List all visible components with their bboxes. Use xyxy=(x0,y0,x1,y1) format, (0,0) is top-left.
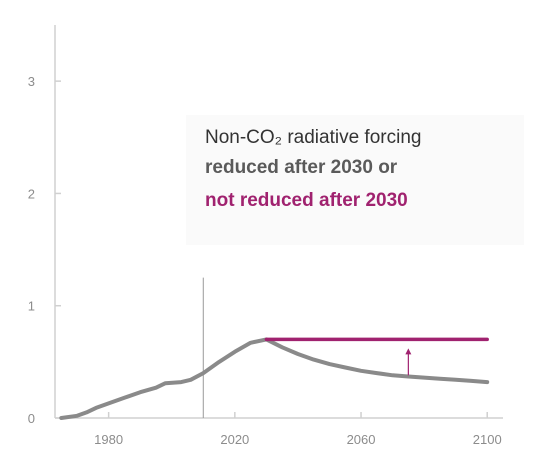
x-tick-label: 2100 xyxy=(473,432,502,447)
y-tick-label: 0 xyxy=(28,411,35,426)
arrow-head xyxy=(405,348,412,355)
x-ticks: 1980 2020 2060 2100 xyxy=(94,412,502,447)
series-line-0 xyxy=(59,337,490,420)
y-ticks: 0 1 2 3 xyxy=(28,74,61,426)
annotation-background xyxy=(186,115,524,245)
annotation-line-3: not reduced after 2030 xyxy=(205,190,408,211)
y-tick-label: 3 xyxy=(28,74,35,89)
y-tick-label: 2 xyxy=(28,186,35,201)
y-tick-label: 1 xyxy=(28,299,35,314)
arrow-layer xyxy=(405,348,412,376)
x-tick-label: 2060 xyxy=(347,432,376,447)
annotation-line-1: Non-CO₂ radiative forcing xyxy=(205,127,421,148)
x-tick-label: 1980 xyxy=(94,432,123,447)
annotation-line-2: reduced after 2030 or xyxy=(205,157,398,178)
x-tick-label: 2020 xyxy=(220,432,249,447)
series-layer xyxy=(59,337,490,420)
